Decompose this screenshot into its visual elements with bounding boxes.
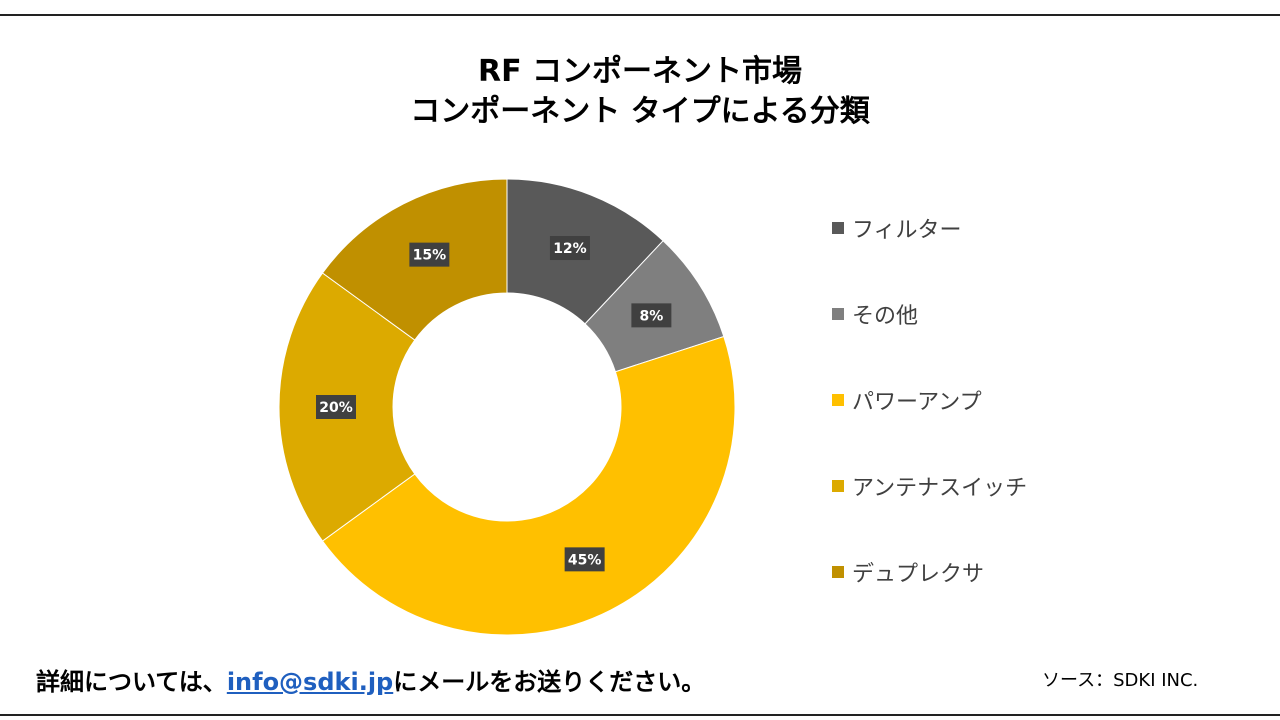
legend-label: フィルター [852,218,962,243]
data-label-3: 45% [564,547,605,572]
chart-title: RF コンポーネント市場 コンポーネント タイプによる分類 [0,52,1280,132]
data-label-text: 20% [319,400,353,416]
legend-label: アンテナスイッチ [852,476,1028,501]
data-label-4: 20% [316,395,356,419]
data-label-box [549,236,590,261]
data-label-text: 8% [639,308,663,324]
data-label-2: 8% [631,303,672,328]
legend-swatch [832,308,844,320]
legend-label: その他 [852,304,919,329]
source-note: ソース：SDKI INC. [1042,670,1199,691]
data-label-box [409,242,450,267]
data-label-text: 12% [553,241,587,257]
top-divider [0,14,1280,16]
donut-chart: 12% 8% 45% 20% 15% [278,178,736,636]
data-label-text: 15% [413,248,447,264]
bottom-divider [0,714,1280,716]
data-label-box [316,395,356,419]
legend-item-5: デュプレクサ [832,556,1027,642]
legend-swatch [832,222,844,234]
legend-swatch [832,394,844,406]
legend-swatch [832,566,844,578]
legend-item-1: フィルター [832,212,1027,298]
legend: フィルターその他パワーアンプアンテナスイッチ デュプレクサ [832,212,1027,642]
data-label-box [564,547,605,572]
data-label-text: 45% [568,552,602,568]
contact-note: 詳細については、info@sdki.jpにメールをお送りください。 [36,662,705,697]
chart-title-line2: コンポーネント タイプによる分類 [410,94,870,129]
legend-swatch [832,480,844,492]
email-link[interactable]: info@sdki.jp [226,668,394,696]
contact-prefix: 詳細については、 [36,668,227,696]
contact-suffix: にメールをお送りください。 [393,668,706,696]
data-label-5: 15% [409,242,450,267]
chart-title-line1: RF コンポーネント市場 [477,54,803,89]
legend-item-3: パワーアンプ [832,384,1027,470]
legend-label: デュプレクサ [852,562,985,587]
donut-slice-3 [321,335,736,636]
data-label-1: 12% [549,236,590,261]
data-label-box [631,303,672,328]
legend-item-4: アンテナスイッチ [832,470,1027,556]
legend-label: パワーアンプ [852,390,982,415]
legend-item-2: その他 [832,298,1027,384]
